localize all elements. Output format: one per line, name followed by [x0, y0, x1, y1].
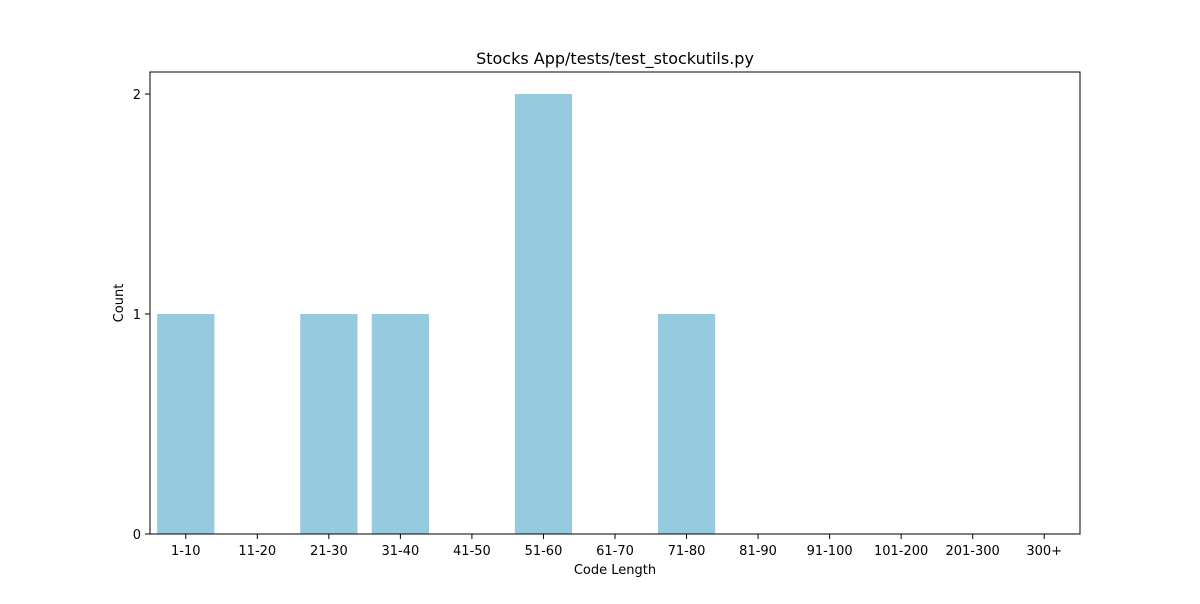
x-tick-label: 31-40 — [381, 544, 419, 559]
bar-21-30 — [300, 314, 358, 534]
y-axis-label: Count — [112, 284, 127, 323]
y-tick-label: 0 — [133, 528, 141, 543]
x-tick-label: 61-70 — [596, 544, 634, 559]
x-axis-label: Code Length — [574, 563, 656, 578]
x-tick-label: 1-10 — [171, 544, 201, 559]
y-tick-label: 1 — [133, 308, 141, 323]
y-axis-ticks: 0 1 2 — [133, 88, 150, 543]
bar-31-40 — [371, 314, 429, 534]
x-tick-label: 101-200 — [874, 544, 928, 559]
bar-1-10 — [157, 314, 215, 534]
x-tick-label: 41-50 — [453, 544, 491, 559]
x-tick-label: 71-80 — [668, 544, 706, 559]
bar-51-60 — [514, 94, 573, 534]
x-axis-ticks: 1-10 11-20 21-30 31-40 41-50 51-60 61-70 71-80 8… — [171, 534, 1062, 559]
bars-layer — [157, 94, 716, 534]
chart-title: Stocks App/tests/test_stockutils.py — [476, 49, 754, 69]
x-tick-label: 21-30 — [310, 544, 348, 559]
x-tick-label: 201-300 — [946, 544, 1000, 559]
x-tick-label: 51-60 — [525, 544, 563, 559]
y-tick-label: 2 — [133, 88, 141, 103]
plot-frame — [149, 71, 1081, 535]
x-tick-label: 300+ — [1026, 544, 1062, 559]
x-tick-label: 91-100 — [807, 544, 853, 559]
x-tick-label: 81-90 — [739, 544, 777, 559]
x-tick-label: 11-20 — [238, 544, 276, 559]
bar-71-80 — [657, 314, 716, 534]
